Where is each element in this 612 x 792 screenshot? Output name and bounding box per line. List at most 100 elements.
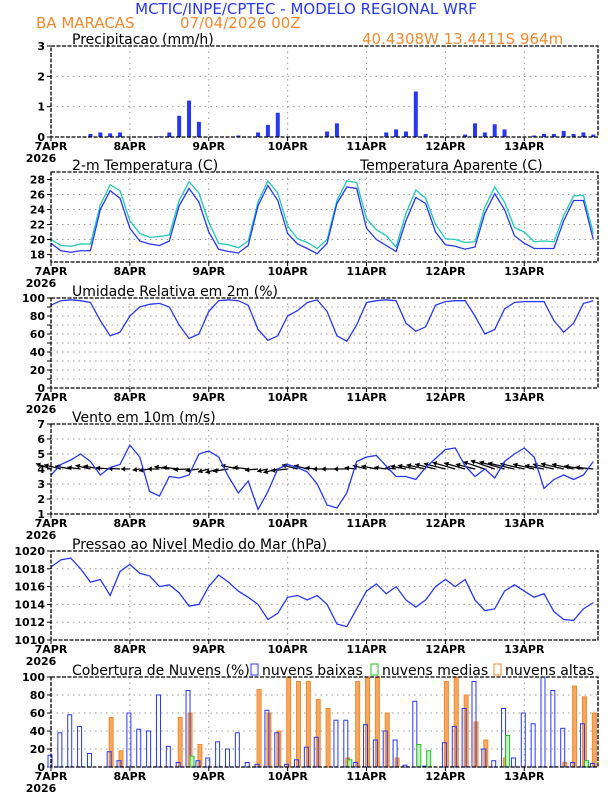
- y-tick-label: 2: [37, 70, 45, 83]
- x-tick-label: 12APR: [425, 265, 466, 278]
- y-tick-label: 0: [37, 761, 45, 774]
- x-tick-label: 7APR: [35, 265, 68, 278]
- wind-arrow-head: [397, 463, 403, 469]
- wind-arrow-head: [455, 462, 461, 468]
- cloud-low-bar: [441, 742, 447, 768]
- y-tick-label: 6: [37, 433, 45, 446]
- x-tick-label: 9APR: [192, 265, 225, 278]
- wind-arrow-head: [406, 463, 412, 469]
- cloud-high-bar: [296, 681, 301, 768]
- precip-bar: [492, 124, 497, 137]
- x-tick-label: 8APR: [114, 770, 147, 783]
- wind-arrow-head: [257, 467, 262, 473]
- cloud-low-bar: [579, 723, 585, 768]
- precip-bar: [571, 133, 576, 137]
- precip-bar: [256, 132, 261, 137]
- precip-bar: [482, 132, 487, 137]
- cloud-low-bar: [303, 746, 309, 768]
- cloud-low-bar: [47, 754, 53, 768]
- cloud-low-bar: [175, 762, 181, 768]
- wind-arrow-head: [270, 467, 276, 473]
- cloud-low-bar: [402, 764, 408, 768]
- panel-title-rh: Umidade Relativa em 2m (%): [72, 284, 278, 300]
- y-tick-label: 7: [37, 418, 45, 431]
- x-tick-label: 13APR: [504, 265, 545, 278]
- cloud-medium-bar: [189, 755, 195, 768]
- cloud-low-bar: [560, 727, 566, 768]
- precip-bar: [384, 132, 389, 137]
- panel-frame: [50, 171, 599, 263]
- y-tick-label: 60: [30, 328, 46, 341]
- legend-swatch-medium: [370, 663, 379, 676]
- cloud-low-bar: [451, 726, 457, 768]
- main-title: MCTIC/INPE/CPTEC - MODELO REGIONAL WRF: [135, 0, 477, 18]
- cloud-medium-bar: [583, 760, 589, 768]
- x-tick-label: 7APR: [35, 140, 68, 153]
- cloud-low-bar: [392, 739, 398, 768]
- x-tick-label: 8APR: [114, 391, 147, 404]
- y-tick-label: 80: [30, 310, 46, 323]
- cloud-low-bar: [86, 753, 92, 768]
- panel-frame: [50, 676, 599, 768]
- y-tick-label: 3: [37, 478, 45, 491]
- panel-frame: [50, 550, 599, 641]
- cloud-low-bar: [510, 757, 516, 768]
- y-tick-label: 100: [22, 671, 45, 684]
- cloud-high-bar: [177, 717, 183, 768]
- wind-arrow-head: [244, 467, 250, 473]
- x-tick-label: 11APR: [346, 643, 387, 656]
- wind-arrow-head: [154, 464, 159, 470]
- x-tick-label: 10APR: [267, 770, 308, 783]
- wind-arrow-head: [138, 467, 144, 473]
- cloud-high-bar: [355, 681, 361, 768]
- wind-arrow-head: [432, 461, 438, 467]
- wind-arrow-head: [36, 462, 41, 468]
- precip-bar: [472, 123, 477, 137]
- precip-bar: [423, 133, 428, 137]
- wind-arrow-head: [390, 464, 396, 470]
- wind-arrow-head: [540, 462, 546, 468]
- cloud-low-bar: [57, 732, 63, 768]
- x-tick-label: 8APR: [114, 643, 147, 656]
- wind-arrow-head: [344, 465, 350, 471]
- y-tick-label: 100: [22, 292, 45, 305]
- precip-bar: [502, 129, 507, 137]
- precip-bar: [551, 133, 556, 137]
- x-tick-label: 9APR: [192, 140, 225, 153]
- x-tick-label: 10APR: [267, 517, 308, 530]
- wind-arrow-head: [470, 459, 476, 465]
- y-tick-label: 22: [30, 219, 45, 232]
- x-year-label: 2026: [26, 277, 57, 290]
- pressure-line: [50, 557, 594, 628]
- cloud-low-bar: [136, 728, 142, 768]
- x-tick-label: 9APR: [192, 770, 225, 783]
- cloud-low-bar: [550, 690, 556, 768]
- cloud-low-bar: [185, 690, 191, 768]
- cloud-low-bar: [412, 700, 418, 768]
- apparent-temp-line: [50, 179, 594, 250]
- y-tick-label: 80: [30, 689, 46, 702]
- y-tick-label: 60: [30, 707, 46, 720]
- precip-bar: [236, 135, 241, 137]
- cloud-low-bar: [461, 708, 467, 768]
- wind-arrow-head: [197, 468, 203, 474]
- y-tick-label: 0: [37, 131, 45, 144]
- y-tick-label: 24: [30, 204, 46, 217]
- y-tick-label: 20: [30, 743, 46, 756]
- cloud-low-bar: [224, 748, 230, 768]
- precip-bar: [196, 121, 201, 137]
- precip-bar: [265, 124, 270, 137]
- x-year-label: 2026: [26, 782, 57, 792]
- cloud-low-bar: [491, 760, 497, 768]
- precip-bar: [177, 115, 182, 137]
- cloud-low-bar: [333, 719, 339, 768]
- cloud-low-bar: [570, 762, 576, 768]
- cloud-low-bar: [234, 732, 240, 768]
- cloud-low-bar: [165, 745, 171, 768]
- precip-bar: [591, 134, 596, 137]
- precip-bar: [463, 134, 468, 137]
- wind-speed-line: [50, 443, 594, 512]
- wind-arrow-head: [67, 465, 72, 471]
- precip-bar: [118, 132, 123, 137]
